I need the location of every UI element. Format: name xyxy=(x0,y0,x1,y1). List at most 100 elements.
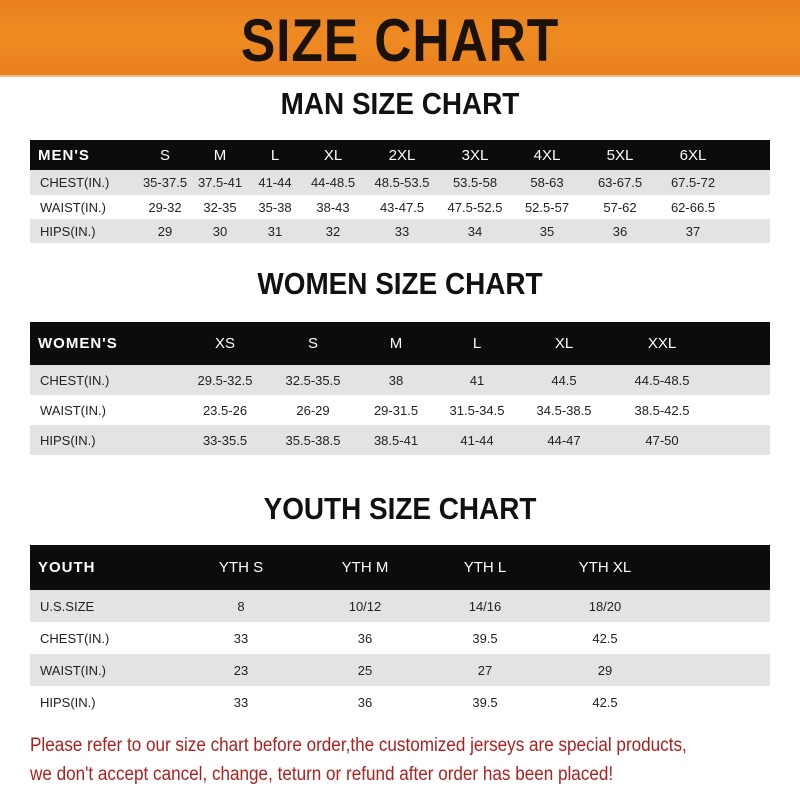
size-header-cell: 3XL xyxy=(461,146,489,164)
size-header-cell: 5XL xyxy=(606,146,634,164)
size-header-cell: 6XL xyxy=(679,146,707,164)
table-cell: 57-62 xyxy=(603,199,637,215)
row-label: WAIST(IN.) xyxy=(40,402,106,418)
table-cell: 35-37.5 xyxy=(142,175,188,190)
table-row: CHEST(IN.) 29.5-32.5 32.5-35.5 38 41 44.5 44.5… xyxy=(30,365,770,395)
notice-line-2: we don't accept cancel, change, teturn o… xyxy=(30,764,614,785)
table-title-cell: YOUTH xyxy=(38,559,96,576)
table-cell: 44-47 xyxy=(547,432,581,448)
table-row: HIPS(IN.) 29 30 31 32 33 34 35 36 37 xyxy=(30,219,770,243)
size-header-cell: XS xyxy=(214,335,236,352)
table-cell: 8 xyxy=(237,598,245,614)
table-cell: 30 xyxy=(212,223,228,239)
table-cell: 42.5 xyxy=(592,630,618,646)
table-cell: 32 xyxy=(325,223,341,239)
table-cell: 41-44 xyxy=(258,175,292,190)
table-cell: 37.5-41 xyxy=(197,175,243,190)
table-cell: 27 xyxy=(477,662,493,678)
table-cell: 25 xyxy=(357,662,373,678)
table-cell: 31.5-34.5 xyxy=(449,402,505,418)
table-header-row: MEN'S S M L XL 2XL 3XL 4XL 5XL 6XL xyxy=(30,140,770,170)
table-cell: 58-63 xyxy=(530,175,564,190)
table-cell: 18/20 xyxy=(588,598,622,614)
men-section-title: MAN SIZE CHART xyxy=(280,86,520,121)
table-row: HIPS(IN.) 33 36 39.5 42.5 xyxy=(30,686,770,718)
table-cell: 38 xyxy=(388,372,404,388)
women-section-title: WOMEN SIZE CHART xyxy=(257,266,543,301)
table-cell: 35-38 xyxy=(258,199,292,215)
table-title-cell: WOMEN'S xyxy=(38,335,118,352)
table-cell: 38.5-41 xyxy=(373,432,419,448)
table-cell: 26-29 xyxy=(296,402,330,418)
table-header-row: YOUTH YTH S YTH M YTH L YTH XL xyxy=(30,545,770,590)
table-cell: 44-48.5 xyxy=(310,175,356,190)
size-header-cell: S xyxy=(159,146,171,164)
table-cell: 29 xyxy=(157,223,173,239)
table-cell: 29 xyxy=(597,662,613,678)
size-header-cell: 2XL xyxy=(388,146,416,164)
table-cell: 44.5 xyxy=(551,372,577,388)
table-cell: 32-35 xyxy=(203,199,237,215)
notice-line-1: Please refer to our size chart before or… xyxy=(30,735,687,756)
table-cell: 62-66.5 xyxy=(670,199,716,215)
table-cell: 47-50 xyxy=(645,432,679,448)
table-cell: 63-67.5 xyxy=(597,175,643,190)
size-header-cell: XL xyxy=(554,335,574,352)
row-label: WAIST(IN.) xyxy=(40,199,106,215)
table-row: WAIST(IN.) 23 25 27 29 xyxy=(30,654,770,686)
table-cell: 23.5-26 xyxy=(202,402,248,418)
table-cell: 33 xyxy=(394,223,410,239)
table-cell: 36 xyxy=(357,694,373,710)
size-header-cell: L xyxy=(472,335,482,352)
table-cell: 14/16 xyxy=(468,598,502,614)
youth-section-title: YOUTH SIZE CHART xyxy=(263,491,537,526)
table-row: U.S.SIZE 8 10/12 14/16 18/20 xyxy=(30,590,770,622)
size-header-cell: M xyxy=(213,146,227,164)
table-cell: 39.5 xyxy=(472,630,498,646)
table-cell: 36 xyxy=(357,630,373,646)
table-cell: 23 xyxy=(233,662,249,678)
row-label: HIPS(IN.) xyxy=(40,694,96,710)
table-cell: 10/12 xyxy=(348,598,382,614)
size-header-cell: S xyxy=(307,335,319,352)
table-cell: 52.5-57 xyxy=(524,199,570,215)
banner-title: SIZE CHART xyxy=(240,7,560,74)
table-cell: 67.5-72 xyxy=(670,175,716,190)
row-label: HIPS(IN.) xyxy=(40,223,96,239)
banner: SIZE CHART xyxy=(0,0,800,77)
table-cell: 41-44 xyxy=(460,432,494,448)
table-cell: 48.5-53.5 xyxy=(374,175,430,190)
table-title-cell: MEN'S xyxy=(38,146,90,164)
table-row: CHEST(IN.) 35-37.5 37.5-41 41-44 44-48.5 48.5… xyxy=(30,170,770,195)
table-cell: 47.5-52.5 xyxy=(447,199,503,215)
table-row: HIPS(IN.) 33-35.5 35.5-38.5 38.5-41 41-44 44-… xyxy=(30,425,770,455)
size-header-cell: YTH M xyxy=(341,559,389,576)
table-cell: 29-32 xyxy=(148,199,182,215)
size-header-cell: YTH L xyxy=(463,559,507,576)
table-cell: 39.5 xyxy=(472,694,498,710)
table-cell: 41 xyxy=(469,372,485,388)
row-label: CHEST(IN.) xyxy=(40,630,110,646)
table-cell: 31 xyxy=(267,223,283,239)
table-cell: 32.5-35.5 xyxy=(285,372,341,388)
table-header-row: WOMEN'S XS S M L XL XXL xyxy=(30,322,770,365)
table-cell: 33-35.5 xyxy=(202,432,248,448)
table-row: CHEST(IN.) 33 36 39.5 42.5 xyxy=(30,622,770,654)
table-cell: 29-31.5 xyxy=(373,402,419,418)
table-cell: 44.5-48.5 xyxy=(634,372,690,388)
table-cell: 33 xyxy=(233,630,249,646)
table-cell: 42.5 xyxy=(592,694,618,710)
size-header-cell: XXL xyxy=(647,335,677,352)
table-cell: 34.5-38.5 xyxy=(536,402,592,418)
size-header-cell: YTH S xyxy=(218,559,264,576)
table-cell: 35 xyxy=(539,223,555,239)
row-label: U.S.SIZE xyxy=(40,598,95,614)
table-cell: 43-47.5 xyxy=(379,199,425,215)
size-header-cell: 4XL xyxy=(533,146,561,164)
size-header-cell: YTH XL xyxy=(578,559,632,576)
table-row: WAIST(IN.) 23.5-26 26-29 29-31.5 31.5-34.5 34… xyxy=(30,395,770,425)
row-label: HIPS(IN.) xyxy=(40,432,96,448)
table-cell: 29.5-32.5 xyxy=(197,372,253,388)
table-cell: 34 xyxy=(467,223,483,239)
table-cell: 33 xyxy=(233,694,249,710)
